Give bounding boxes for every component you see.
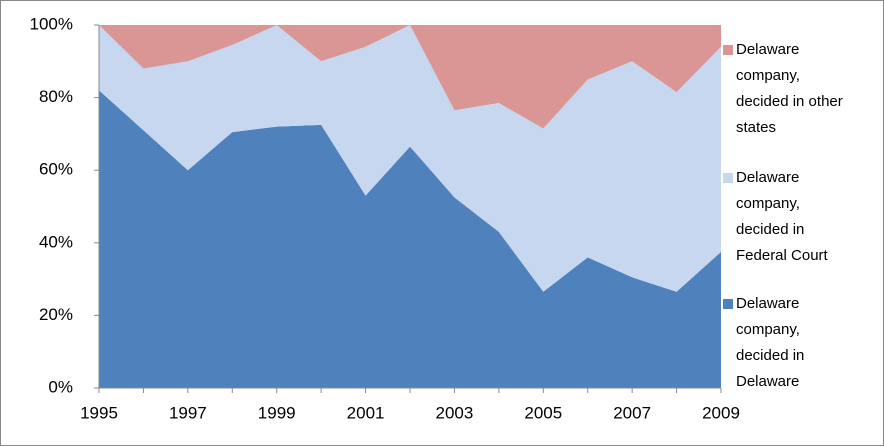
x-tick-label: 1997 <box>169 403 207 422</box>
legend-entry: Delaware company, decided in Delaware <box>723 291 881 395</box>
legend-label: Delaware company, decided in Federal Cou… <box>736 169 828 264</box>
x-tick-label: 2005 <box>524 403 562 422</box>
y-tick-label: 80% <box>39 87 73 106</box>
legend-label: Delaware company, decided in Delaware <box>736 295 805 390</box>
legend-swatch <box>723 173 733 183</box>
area <box>99 90 721 388</box>
x-tick-label: 1999 <box>258 403 296 422</box>
legend-label: Delaware company, decided in other state… <box>736 41 843 136</box>
area <box>99 25 721 129</box>
legend-entry: Delaware company, decided in other state… <box>723 37 881 141</box>
y-tick-label: 40% <box>39 232 73 251</box>
x-tick-label: 1995 <box>80 403 118 422</box>
x-tick-label: 2009 <box>702 403 740 422</box>
x-tick-label: 2007 <box>613 403 651 422</box>
y-tick-label: 20% <box>39 305 73 324</box>
y-tick-label: 100% <box>30 14 73 33</box>
legend-swatch <box>723 45 733 55</box>
legend-entry: Delaware company, decided in Federal Cou… <box>723 165 881 269</box>
y-tick-label: 60% <box>39 160 73 179</box>
legend-swatch <box>723 299 733 309</box>
area <box>99 25 721 292</box>
y-tick-label: 0% <box>48 377 73 396</box>
x-tick-label: 2003 <box>436 403 474 422</box>
x-tick-label: 2001 <box>347 403 385 422</box>
